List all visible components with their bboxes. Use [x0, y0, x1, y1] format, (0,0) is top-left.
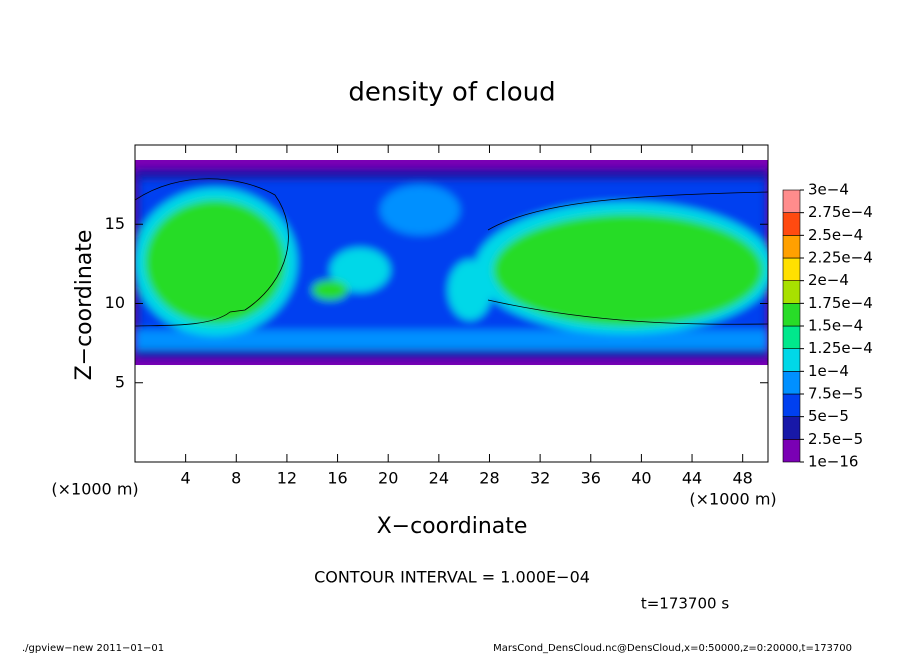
y-tick-label: 5 — [115, 372, 125, 391]
x-tick-label: 36 — [581, 469, 601, 488]
colorbar-label: 2.5e−4 — [808, 226, 863, 244]
colorbar-box — [782, 393, 801, 417]
colorbar-box — [782, 212, 801, 236]
x-unit: (×1000 m) — [51, 480, 138, 499]
y-tick-label: 15 — [105, 214, 125, 233]
colorbar-box — [782, 416, 801, 440]
time-label: t=173700 s — [641, 595, 729, 613]
footer-left: ./gpview−new 2011−01−01 — [22, 643, 164, 654]
colorbar-box — [782, 439, 801, 463]
footer-right: MarsCond_DensCloud.nc@DensCloud,x=0:5000… — [493, 643, 852, 654]
colorbar-label: 1e−16 — [808, 453, 858, 471]
x-tick-label: 12 — [277, 469, 297, 488]
colorbar-label: 3e−4 — [808, 181, 849, 199]
colorbar-box — [782, 235, 801, 259]
colorbar-label: 5e−5 — [808, 407, 849, 425]
x-tick-label: 44 — [682, 469, 702, 488]
contour-interval: CONTOUR INTERVAL = 1.000E−04 — [314, 568, 590, 587]
colorbar-label: 2e−4 — [808, 271, 849, 289]
colorbar-label: 1.5e−4 — [808, 317, 863, 335]
colorbar-box — [782, 371, 801, 395]
y-axis-label: Z−coordinate — [72, 230, 97, 381]
colorbar-label: 1.75e−4 — [808, 294, 873, 312]
colorbar-label: 7.5e−5 — [808, 385, 863, 403]
colorbar-box — [782, 348, 801, 372]
x-tick-label: 8 — [231, 469, 241, 488]
colorbar-label: 1e−4 — [808, 362, 849, 380]
x-tick-label: 24 — [429, 469, 449, 488]
x-tick-label: 40 — [631, 469, 651, 488]
colorbar-label: 2.25e−4 — [808, 249, 873, 267]
field — [135, 160, 768, 365]
colorbar-label: 1.25e−4 — [808, 339, 873, 357]
x-axis-label: X−coordinate — [377, 514, 528, 539]
colorbar-label: 2.75e−4 — [808, 203, 873, 221]
colorbar-label: 2.5e−5 — [808, 430, 863, 448]
x-tick-label: 28 — [479, 469, 499, 488]
chart-title: density of cloud — [348, 78, 555, 108]
colorbar-box — [782, 189, 801, 213]
colorbar-box — [782, 325, 801, 349]
colorbar-box — [782, 280, 801, 304]
colorbar-box — [782, 257, 801, 281]
x-tick-label: 48 — [733, 469, 753, 488]
x-tick-label: 32 — [530, 469, 550, 488]
y-tick-label: 10 — [105, 293, 125, 312]
x-tick-label: 16 — [327, 469, 347, 488]
x-tick-label: 4 — [181, 469, 191, 488]
x-tick-label: 20 — [378, 469, 398, 488]
x-unit: (×1000 m) — [689, 490, 776, 509]
colorbar-box — [782, 303, 801, 327]
